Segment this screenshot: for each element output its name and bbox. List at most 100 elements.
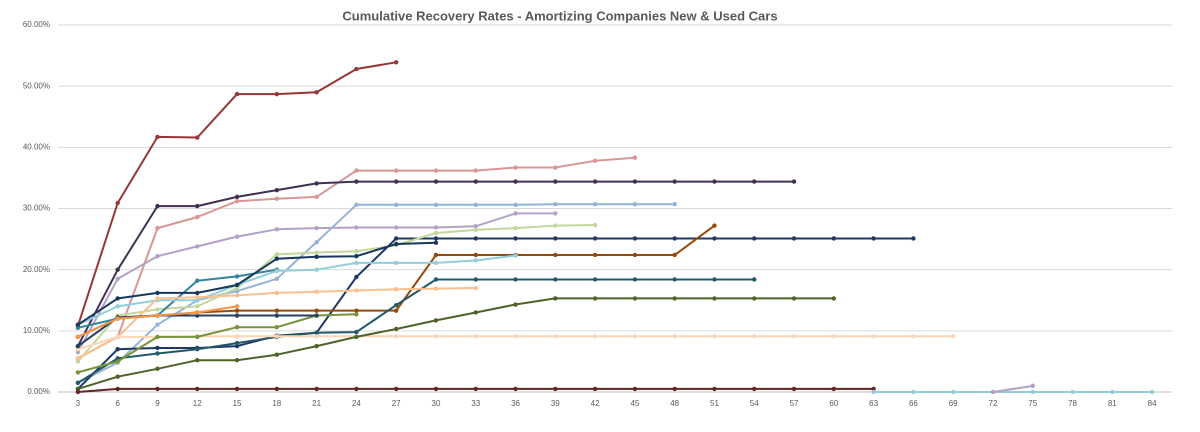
point [274,352,280,357]
point [274,324,280,330]
point [632,296,638,301]
x-tick-label: 42 [591,399,600,408]
point [354,329,359,335]
point [712,223,717,228]
point [632,277,638,282]
point [911,236,916,241]
point [712,334,717,339]
point [274,227,280,232]
point [393,179,399,184]
point [354,260,359,266]
point [314,334,319,339]
point [672,386,677,392]
point [75,334,81,340]
point [234,234,240,239]
point [234,343,240,349]
x-tick-label: 63 [869,399,878,408]
point [513,202,518,208]
point [195,203,200,209]
point [354,254,359,259]
x-tick-label: 6 [115,399,120,408]
point [155,254,160,259]
point [672,277,677,282]
point [433,240,439,245]
point [672,252,677,258]
point [831,236,837,241]
point [592,236,598,241]
point [314,330,319,335]
point [195,244,200,249]
point [712,296,717,301]
point [831,386,837,392]
x-tick-label: 27 [392,399,401,408]
point [393,386,399,392]
point [195,278,200,283]
point [752,277,757,282]
point [314,267,319,272]
point [473,224,478,229]
point [155,296,160,301]
point [592,158,598,163]
point [155,290,160,296]
point [712,236,717,241]
x-tick-label: 36 [511,399,520,408]
point [433,179,439,184]
point [115,276,120,282]
point [791,179,797,184]
point [314,225,319,231]
point [473,236,478,241]
point [75,370,81,375]
point [513,179,518,184]
point [433,168,439,173]
point [234,293,240,298]
point [592,386,598,392]
point [75,322,81,327]
point [513,225,518,231]
point [592,252,598,258]
point [911,389,916,395]
point [752,386,757,392]
point [553,252,558,258]
point [473,179,478,184]
point [234,198,240,204]
y-tick-label: 50.00% [23,81,50,90]
point [553,202,558,207]
x-tick-label: 48 [670,399,679,408]
y-tick-label: 60.00% [23,20,50,29]
x-tick-label: 69 [949,399,958,408]
point [314,194,319,200]
point [592,179,598,184]
point [950,389,956,395]
point [712,277,717,282]
point [553,334,558,339]
point [195,357,200,363]
point [274,196,280,201]
point [433,252,439,258]
point [513,386,518,392]
point [871,386,876,392]
point [433,225,439,230]
point [155,134,160,140]
point [234,288,240,294]
x-tick-label: 15 [233,399,242,408]
series-line [77,203,675,384]
point [553,211,558,216]
point [393,260,399,266]
point [354,225,359,230]
y-tick-label: 30.00% [23,204,50,213]
point [155,334,160,340]
point [234,194,240,200]
point [234,91,240,97]
x-tick-label: 84 [1148,399,1157,408]
point [791,334,797,339]
point [314,250,319,255]
series-line [77,297,834,390]
point [712,386,717,392]
y-tick-label: 0.00% [27,387,50,396]
x-tick-label: 33 [471,399,480,408]
point [553,223,558,228]
x-tick-label: 9 [155,399,160,408]
point [115,296,120,301]
series-line [77,254,516,326]
